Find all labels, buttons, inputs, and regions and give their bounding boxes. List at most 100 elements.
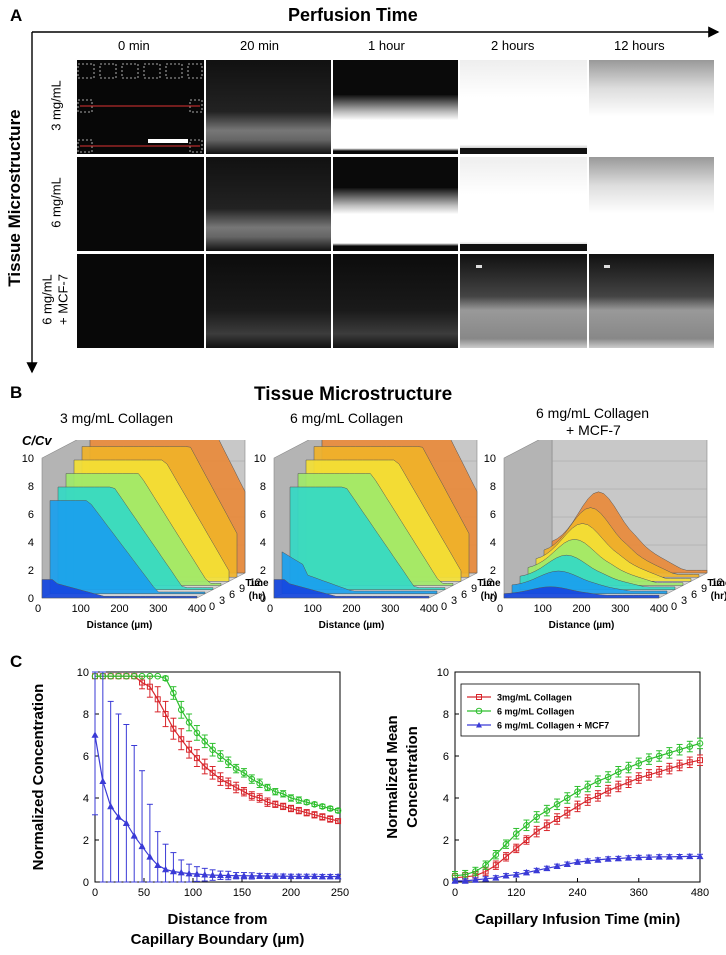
c-marker-circle — [201, 738, 209, 745]
c-marker-circle — [523, 822, 530, 829]
c-marker-square — [303, 809, 310, 816]
c-marker-triangle — [138, 842, 146, 850]
b-z-tick-0: 0 — [260, 593, 266, 605]
c-x-tick-240: 240 — [568, 887, 586, 899]
tile-mcf7-2h — [460, 254, 587, 348]
c-x-tick-250: 250 — [331, 887, 349, 899]
c-marker-square — [635, 775, 642, 782]
c-series-2 — [451, 852, 704, 884]
c-marker-triangle — [512, 871, 520, 878]
c-marker-circle — [319, 803, 326, 810]
b-surface-slice-0 — [41, 579, 198, 599]
c-marker-triangle — [492, 874, 500, 881]
c-marker-circle — [256, 780, 263, 787]
c-marker-square — [564, 809, 571, 816]
c-marker-circle — [512, 830, 520, 837]
c-x-tick-480: 480 — [691, 887, 709, 899]
c-marker-square — [186, 746, 193, 753]
b-z-tick-6: 6 — [260, 509, 266, 521]
c-marker-square — [523, 837, 530, 843]
c-marker-triangle — [655, 853, 663, 860]
c-marker-square — [217, 776, 224, 783]
c-marker-triangle — [696, 852, 704, 860]
c-marker-square — [533, 828, 540, 835]
b-t-label: Time — [477, 578, 501, 589]
c-marker-square — [154, 696, 161, 703]
c-marker-triangle — [162, 865, 170, 873]
c-marker-triangle — [216, 871, 224, 879]
panel-b-title: Tissue Microstructure — [254, 384, 453, 405]
c-marker-triangle — [256, 872, 264, 879]
b-z-tick-6: 6 — [28, 509, 34, 521]
b-z-tick-2: 2 — [28, 565, 34, 577]
c-marker-square — [327, 816, 334, 822]
c-y-tick-4: 4 — [83, 793, 89, 805]
c-marker-square — [666, 765, 673, 772]
tile-mcf7-12h — [589, 254, 714, 348]
c-marker-square — [209, 769, 216, 776]
c-marker-square — [178, 736, 185, 743]
c-marker-circle — [645, 755, 653, 763]
c-y-tick-0: 0 — [83, 877, 89, 889]
c-marker-triangle — [287, 872, 295, 880]
c-marker-square — [686, 759, 693, 766]
b-x-tick-100: 100 — [304, 603, 322, 615]
b-z-tick-8: 8 — [28, 481, 34, 493]
c-marker-circle — [635, 760, 643, 767]
c-marker-circle — [217, 752, 224, 760]
b-t-tick-3: 3 — [451, 595, 457, 607]
c-marker-circle — [615, 768, 622, 776]
c-marker-square — [264, 799, 271, 806]
b-t-tick-0: 0 — [209, 601, 215, 613]
c-legend-marker — [475, 707, 483, 715]
b-x-tick-400: 400 — [188, 603, 206, 615]
row-label-mcf7-line1: 6 mg/mL — [39, 274, 55, 325]
c-x-tick-150: 150 — [233, 887, 251, 899]
c-marker-triangle — [177, 868, 185, 876]
c-marker-circle — [625, 764, 632, 771]
c-series-1 — [91, 672, 342, 814]
b-x-tick-400: 400 — [650, 603, 668, 615]
b-x-tick-100: 100 — [72, 603, 90, 615]
b-t-tick-3: 3 — [219, 595, 225, 607]
b-chart-title-2: 6 mg/mL Collagen — [290, 410, 404, 426]
c-marker-triangle — [563, 860, 571, 867]
tile-mcf7-1h — [333, 254, 458, 348]
c-marker-square — [492, 862, 499, 869]
c-marker-circle — [492, 851, 500, 858]
time-label-2: 1 hour — [368, 38, 405, 53]
c-marker-circle — [123, 672, 130, 680]
c-y-tick-10: 10 — [77, 667, 89, 679]
c-x-tick-50: 50 — [138, 887, 150, 899]
c-legend-marker — [476, 722, 482, 728]
time-label-0: 0 min — [118, 38, 150, 53]
c-marker-square — [295, 807, 302, 814]
c-y-tick-2: 2 — [83, 835, 89, 847]
c-marker-circle — [604, 773, 612, 781]
c-marker-triangle — [201, 871, 209, 878]
c-legend-label-2: 6 mg/mL Collagen + MCF7 — [497, 721, 609, 731]
c-x-label-1: Capillary Boundary (µm) — [131, 931, 305, 948]
b-surface-slice-0 — [273, 579, 430, 599]
c-marker-square — [594, 792, 601, 799]
c-marker-triangle — [209, 871, 217, 878]
b-t-tick-0: 0 — [671, 601, 677, 613]
c-x-tick-200: 200 — [282, 887, 300, 899]
b-t-tick-9: 9 — [239, 583, 245, 595]
c-marker-circle — [696, 740, 704, 747]
c-marker-square — [513, 845, 520, 852]
c-y-tick-0: 0 — [443, 877, 449, 889]
tile-3mg-0min — [77, 60, 204, 154]
c-marker-square — [272, 801, 279, 808]
c-marker-square — [248, 792, 255, 799]
b-z-tick-2: 2 — [490, 565, 496, 577]
b-x-tick-400: 400 — [420, 603, 438, 615]
c-y-tick-6: 6 — [443, 751, 449, 763]
c-x-label-0: Capillary Infusion Time (min) — [475, 911, 681, 928]
b-surface-slice-1 — [49, 500, 206, 595]
c-marker-circle — [472, 868, 479, 875]
c-marker-circle — [224, 759, 232, 766]
b-x-tick-300: 300 — [381, 603, 399, 615]
